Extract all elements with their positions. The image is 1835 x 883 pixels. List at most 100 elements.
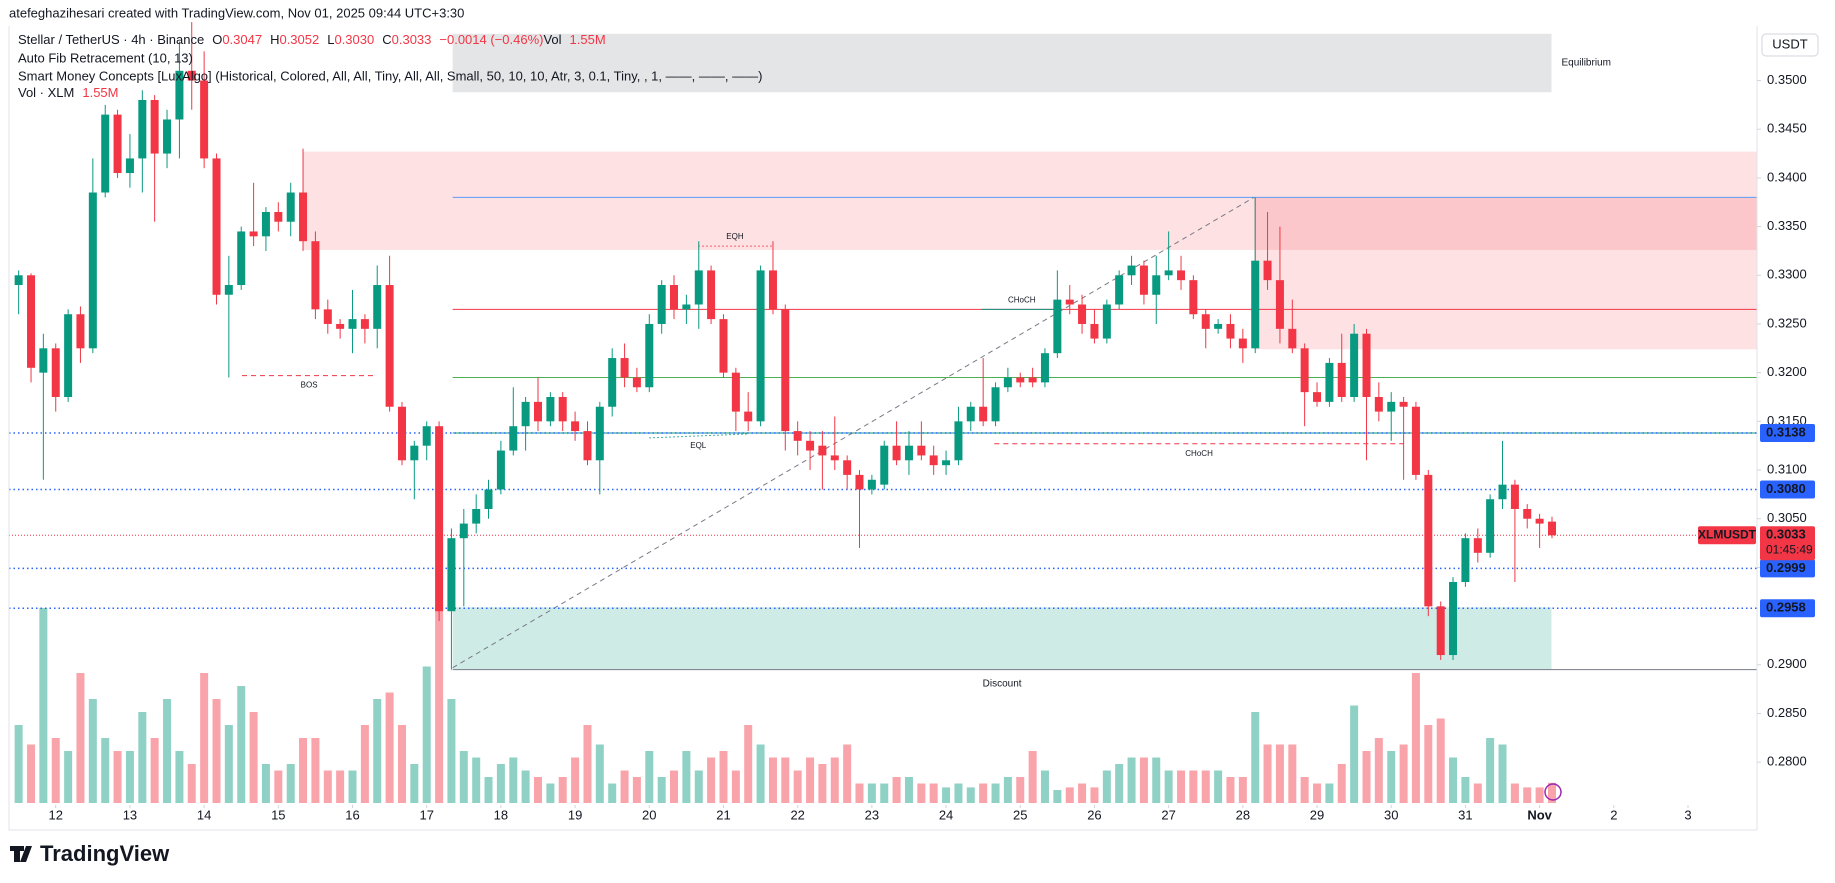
volume-legend: Vol · XLM 1.55M: [18, 85, 119, 100]
volume-bar: [1288, 744, 1297, 803]
candle-body: [1189, 280, 1198, 315]
volume-bar: [991, 783, 1000, 803]
zone-label: Equilibrium: [1561, 58, 1610, 69]
candle-body: [1374, 396, 1383, 412]
candle-body: [1053, 299, 1062, 354]
volume-bar: [608, 783, 617, 803]
volume-bar: [867, 783, 876, 803]
volume-label: Vol · XLM: [18, 85, 74, 100]
candle-body: [163, 119, 172, 154]
symbol-tag: [1698, 526, 1756, 545]
alert-icon[interactable]: [1544, 783, 1562, 801]
x-tick-label: 13: [123, 807, 137, 822]
volume-bar: [632, 777, 641, 803]
candle-body: [336, 323, 345, 329]
volume-bar: [175, 751, 184, 803]
volume-bar: [1313, 783, 1322, 803]
candle-body: [892, 445, 901, 461]
volume-bar: [1040, 770, 1049, 803]
ohlc-item: C: [382, 32, 391, 47]
candle-body: [546, 396, 555, 422]
volume-bar: [1436, 718, 1445, 803]
volume-bar: [1003, 777, 1012, 803]
candle-body: [1078, 304, 1087, 324]
volume-bar: [880, 783, 889, 803]
countdown: 01:45:49: [1766, 542, 1813, 556]
candle-body: [719, 319, 728, 373]
candle-body: [64, 314, 73, 397]
volume-bar: [669, 770, 678, 803]
volume-bar: [27, 744, 36, 803]
volume-bar: [1214, 770, 1223, 803]
symbol-legend: Stellar / TetherUS · 4h · Binance O0.3047…: [18, 32, 606, 47]
volume-bar: [385, 692, 394, 803]
volume-bar: [323, 770, 332, 803]
volume-bar: [1510, 783, 1519, 803]
candle-body: [1139, 265, 1148, 295]
volume-bar: [818, 764, 827, 803]
candle-body: [1016, 377, 1025, 383]
volume-bar: [942, 787, 951, 803]
volume-bar: [1238, 777, 1247, 803]
last-price-label: 0.3033: [1766, 527, 1806, 542]
currency-box[interactable]: [1761, 33, 1819, 57]
candle-body: [1387, 401, 1396, 412]
volume-bar: [855, 783, 864, 803]
candle-body: [323, 309, 332, 324]
volume-bar: [484, 777, 493, 803]
candle-body: [1288, 328, 1297, 349]
candle-body: [830, 455, 839, 461]
volume-bar: [200, 673, 209, 803]
volume-bar: [1152, 757, 1161, 803]
volume-bar: [299, 738, 308, 803]
ohlc-item: 0.3052: [279, 32, 319, 47]
candle-body: [954, 421, 963, 461]
candle-body: [101, 114, 110, 193]
candle-body: [398, 406, 407, 461]
volume-bar: [187, 764, 196, 803]
candle-body: [299, 192, 308, 242]
volume-bar: [1411, 673, 1420, 803]
ohlc-item: −0.0014 (−0.46%): [439, 32, 543, 47]
candle-body: [1003, 377, 1012, 388]
y-tick-label: 0.3450: [1767, 121, 1807, 136]
volume-bar: [954, 783, 963, 803]
candle-body: [1362, 333, 1371, 397]
volume-bar: [286, 764, 295, 803]
volume-bar: [39, 608, 48, 803]
candle-body: [1300, 348, 1309, 393]
volume-bar: [1164, 770, 1173, 803]
volume-bar: [571, 757, 580, 803]
volume-bar: [583, 725, 592, 803]
volume-bar: [1263, 744, 1272, 803]
candle-body: [249, 231, 258, 237]
candle-body: [113, 114, 122, 174]
volume-bar: [212, 699, 221, 803]
candle-body: [138, 100, 147, 159]
symbol: Stellar / TetherUS · 4h · Binance: [18, 32, 204, 47]
x-tick-label: 27: [1161, 807, 1175, 822]
indicator: Smart Money Concepts [LuxAlgo] (Historic…: [18, 68, 762, 83]
volume-bar: [966, 787, 975, 803]
candle-body: [1411, 406, 1420, 475]
candle-body: [1461, 538, 1470, 583]
candle-body: [1214, 323, 1223, 329]
volume-bar: [447, 699, 456, 803]
candle-body: [694, 270, 703, 305]
candle-body: [1238, 338, 1247, 349]
volume-bar: [163, 699, 172, 803]
candle-body: [1523, 508, 1532, 519]
candle-body: [929, 455, 938, 466]
y-tick-label: 0.2850: [1767, 705, 1807, 720]
candle-body: [534, 401, 542, 422]
candle-body: [1325, 362, 1334, 402]
volume-bar: [904, 777, 913, 803]
volume-pane: [14, 608, 1557, 803]
x-tick-label: 28: [1236, 807, 1250, 822]
candle-body: [793, 431, 802, 441]
candle-body: [558, 396, 567, 422]
volume-bar: [1028, 751, 1037, 803]
volume-bar: [274, 770, 283, 803]
volume-bar: [719, 751, 728, 803]
